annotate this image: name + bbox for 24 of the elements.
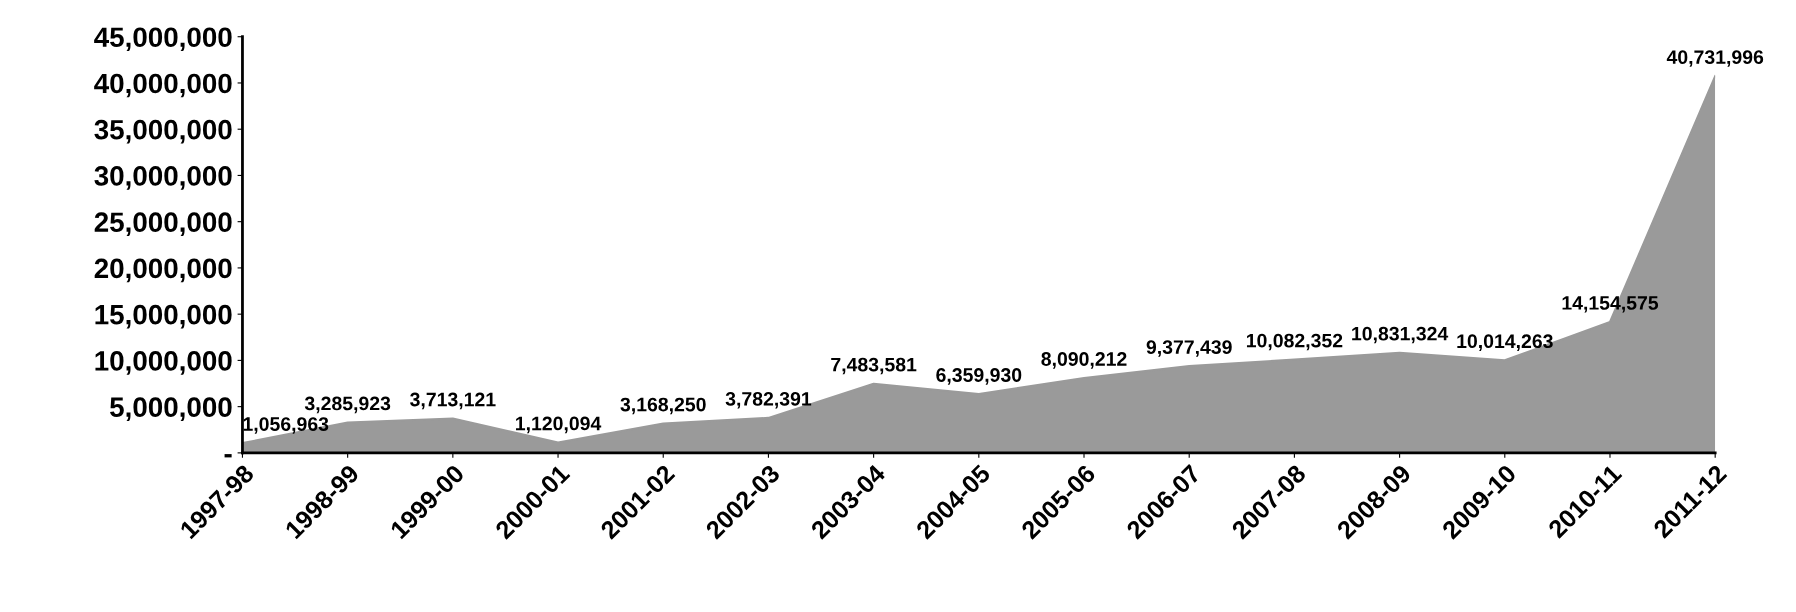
text: 14,154,575 xyxy=(1562,296,1659,313)
y-tick-label: 15,000,000 xyxy=(95,304,232,329)
text: 10,082,352 xyxy=(1246,333,1343,351)
text: 8,090,212 xyxy=(1041,352,1127,369)
text: 3,713,121 xyxy=(410,392,496,410)
y-tick-label: 30,000,000 xyxy=(94,166,232,190)
y-tick-label: 25,000,000 xyxy=(94,212,232,237)
y-tick-label: 10,000,000 xyxy=(95,351,232,375)
y-tick-label: 5,000,000 xyxy=(110,397,232,422)
text: 1,120,094 xyxy=(516,416,602,434)
text: 3,782,391 xyxy=(725,391,812,409)
y-tick-label: 35,000,000 xyxy=(94,119,232,144)
y-tick-label: 45,000,000 xyxy=(94,27,232,52)
text: 10,014,263 xyxy=(1457,334,1553,351)
text: 3,168,250 xyxy=(620,397,706,415)
text: 40,731,996 xyxy=(1666,50,1764,67)
y-tick-label: 20,000,000 xyxy=(94,258,232,283)
text: 3,285,923 xyxy=(304,396,391,414)
text: 7,483,581 xyxy=(831,357,917,375)
text: 6,359,930 xyxy=(936,368,1022,385)
y-tick-label: - xyxy=(224,454,232,458)
text: 9,377,439 xyxy=(1146,340,1232,357)
y-tick-label: 40,000,000 xyxy=(94,73,232,98)
text: 10,831,324 xyxy=(1352,326,1449,344)
